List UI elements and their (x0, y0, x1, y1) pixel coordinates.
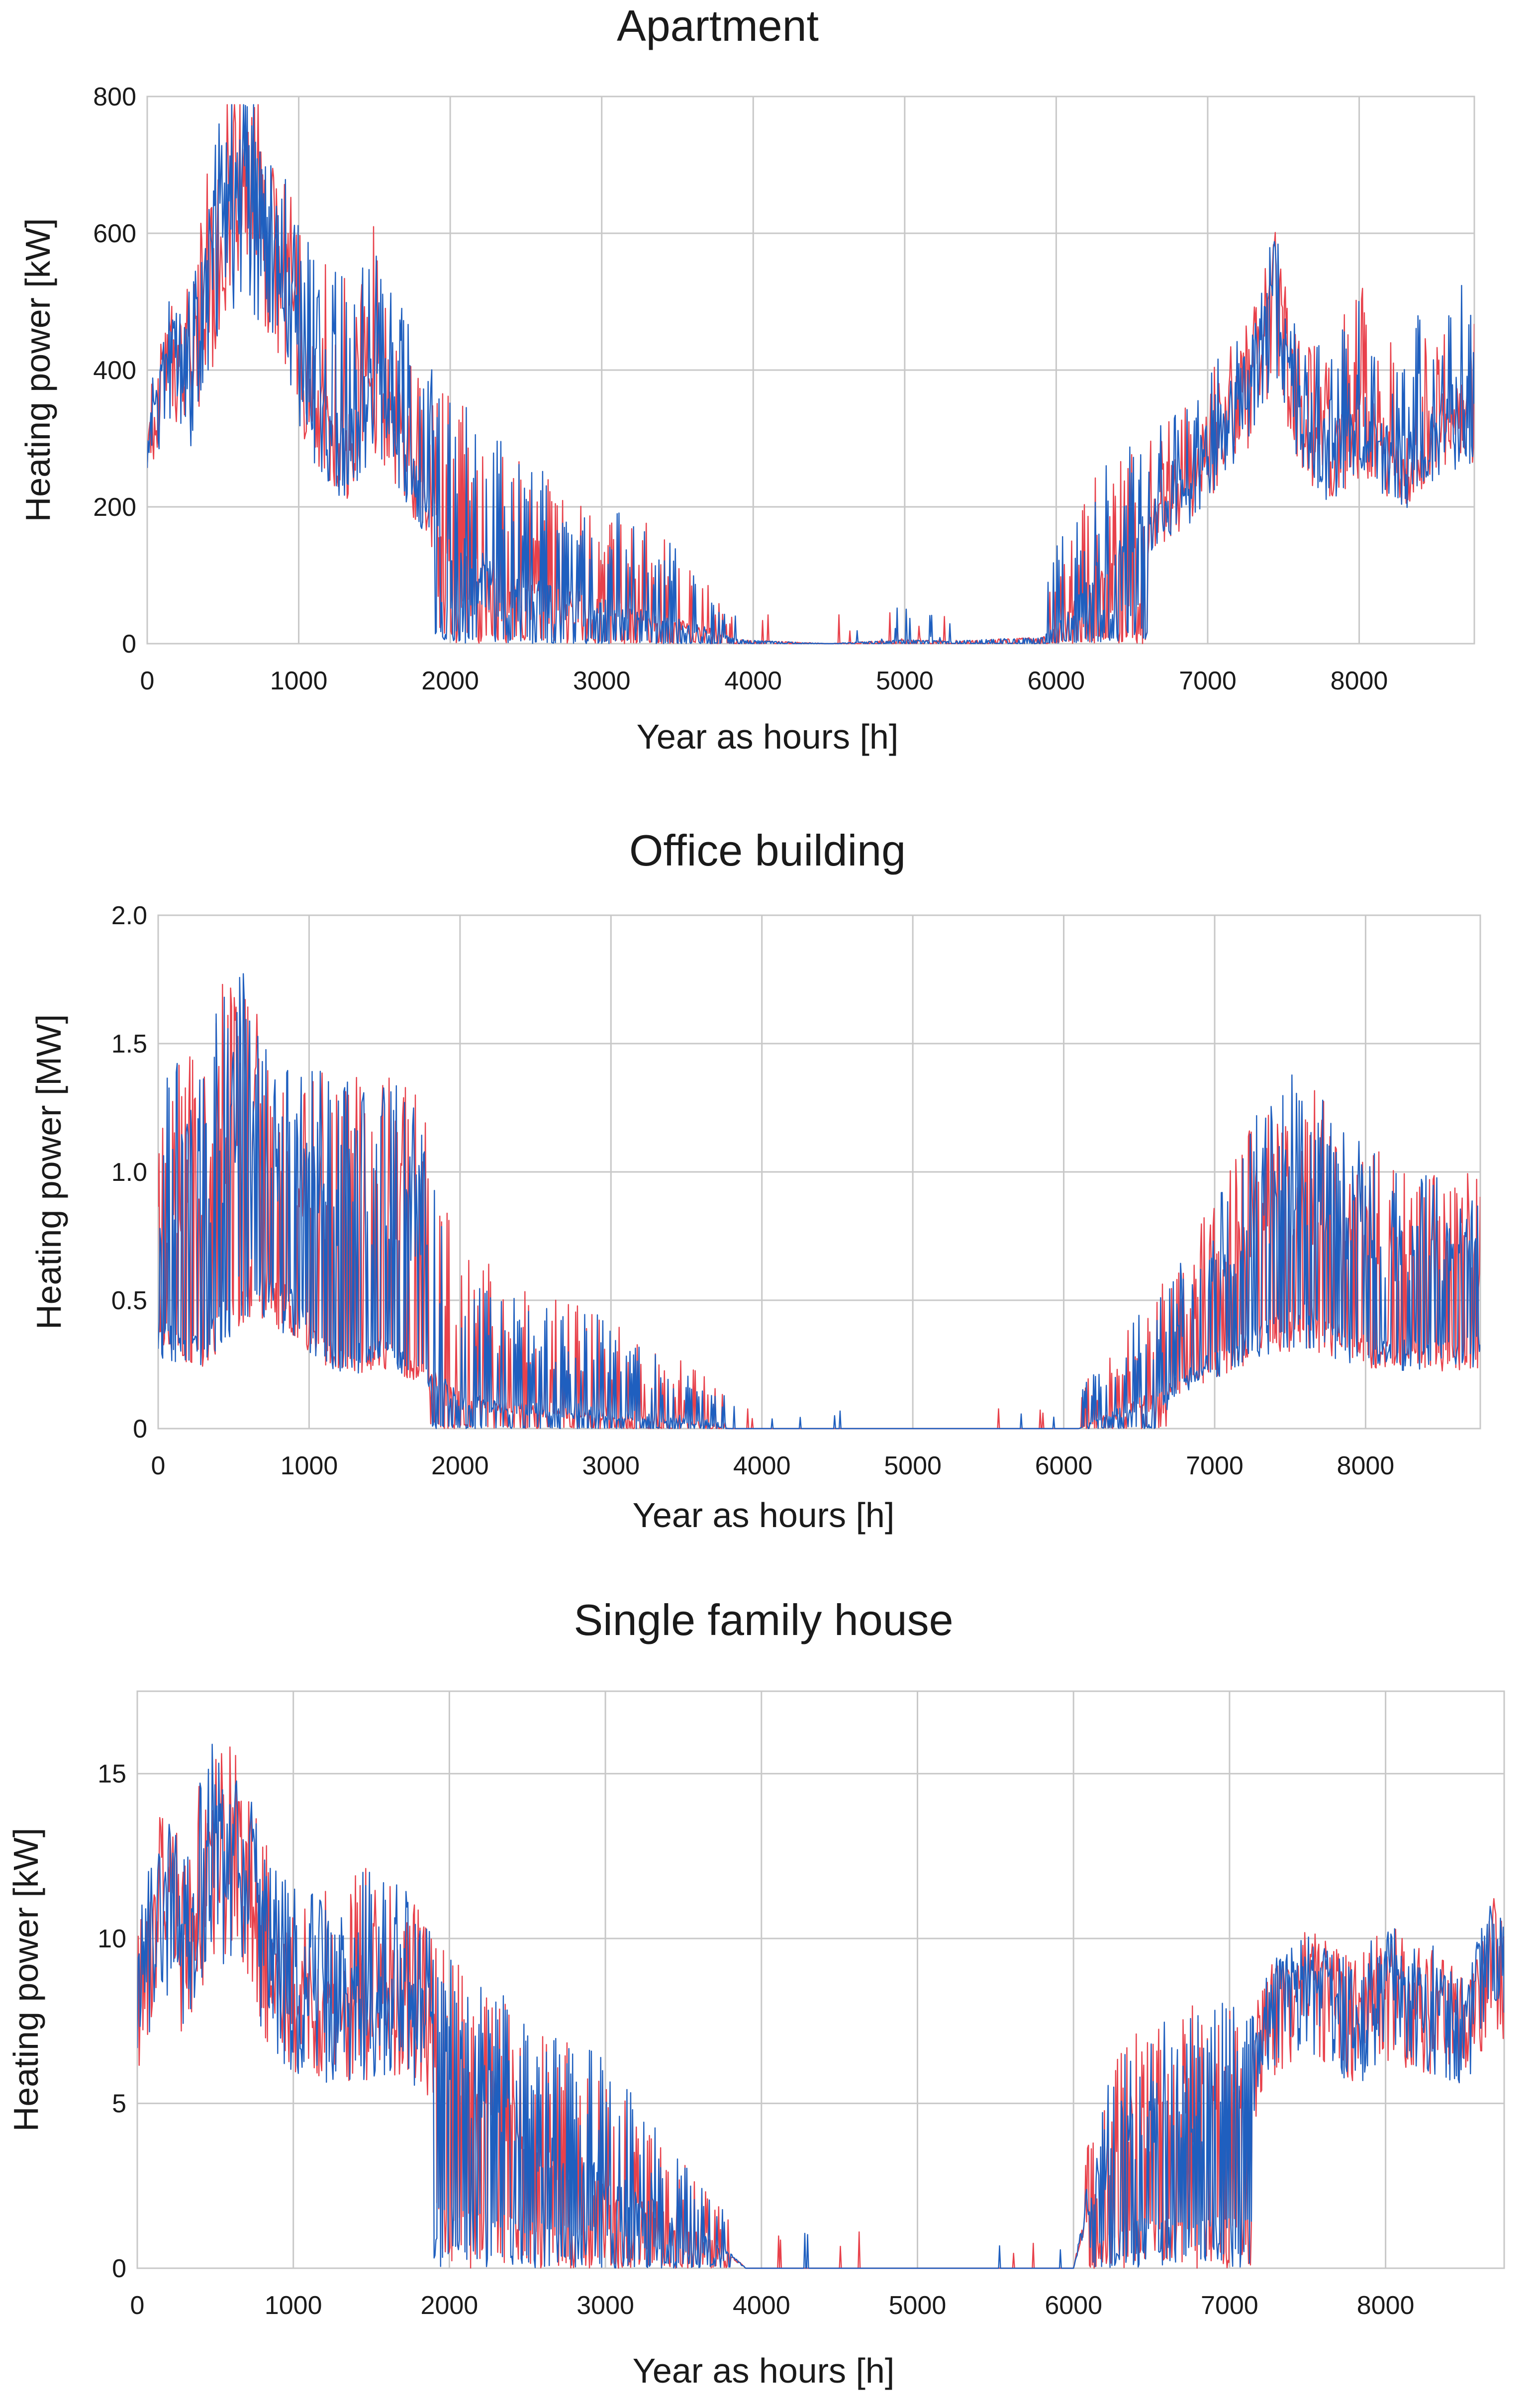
series-line-red (137, 1746, 1504, 2269)
x-tick-label: 6000 (1035, 1451, 1093, 1480)
y-tick-label: 200 (93, 493, 136, 522)
x-tick-label: 0 (140, 667, 155, 695)
x-tick-label: 3000 (573, 667, 631, 695)
x-tick-label: 6000 (1045, 2291, 1102, 2320)
x-tick-label: 3000 (576, 2291, 634, 2320)
x-tick-label: 5000 (884, 1451, 942, 1480)
chart-title: Single family house (574, 1595, 953, 1644)
x-tick-label: 7000 (1186, 1451, 1244, 1480)
x-tick-label: 4000 (724, 667, 782, 695)
series-line-blue (137, 1743, 1504, 2269)
x-axis-label: Year as hours [h] (637, 717, 899, 756)
x-tick-label: 0 (130, 2291, 145, 2320)
y-tick-label: 800 (93, 83, 136, 111)
x-tick-label: 4000 (733, 1451, 791, 1480)
y-tick-label: 0.5 (111, 1286, 147, 1315)
y-tick-label: 2.0 (111, 901, 147, 930)
y-tick-label: 5 (112, 2090, 126, 2119)
chart-title: Office building (629, 826, 906, 875)
y-tick-label: 1.0 (111, 1158, 147, 1187)
x-tick-label: 1000 (281, 1451, 338, 1480)
x-tick-label: 3000 (582, 1451, 640, 1480)
x-tick-label: 8000 (1337, 1451, 1395, 1480)
chart-title: Apartment (617, 1, 819, 50)
x-tick-label: 2000 (421, 667, 479, 695)
y-tick-label: 0 (112, 2254, 126, 2283)
series-line-blue (158, 973, 1480, 1430)
y-tick-label: 600 (93, 219, 136, 248)
x-tick-label: 2000 (421, 2291, 479, 2320)
x-tick-label: 4000 (733, 2291, 790, 2320)
chart-2: Office building 0 1000 2000 3000 4000 5000 6000… (29, 826, 1481, 1535)
x-tick-label: 7000 (1201, 2291, 1258, 2320)
y-tick-label: 15 (97, 1760, 126, 1789)
chart-3: Single family house 0 1000 2000 3000 4000 5000… (6, 1595, 1505, 2390)
x-tick-label: 5000 (876, 667, 934, 695)
series-line-blue (147, 104, 1474, 645)
x-axis-label: Year as hours [h] (633, 2351, 895, 2390)
y-axis-label: Heating power [MW] (29, 1014, 68, 1330)
y-axis-label: Heating power [kW] (18, 218, 57, 522)
y-tick-label: 1.5 (111, 1030, 147, 1059)
x-tick-label: 1000 (265, 2291, 322, 2320)
x-axis-label: Year as hours [h] (633, 1496, 895, 1535)
y-tick-label: 10 (97, 1925, 126, 1953)
x-tick-label: 8000 (1357, 2291, 1415, 2320)
x-tick-label: 0 (151, 1451, 166, 1480)
x-tick-label: 1000 (270, 667, 328, 695)
x-tick-label: 5000 (889, 2291, 947, 2320)
y-tick-label: 400 (93, 356, 136, 385)
y-tick-label: 0 (122, 630, 136, 659)
x-tick-label: 2000 (431, 1451, 489, 1480)
x-tick-label: 8000 (1331, 667, 1388, 695)
x-tick-label: 7000 (1179, 667, 1237, 695)
x-tick-label: 6000 (1028, 667, 1085, 695)
y-axis-label: Heating power [kW] (6, 1828, 45, 2132)
y-tick-label: 0 (133, 1415, 147, 1444)
